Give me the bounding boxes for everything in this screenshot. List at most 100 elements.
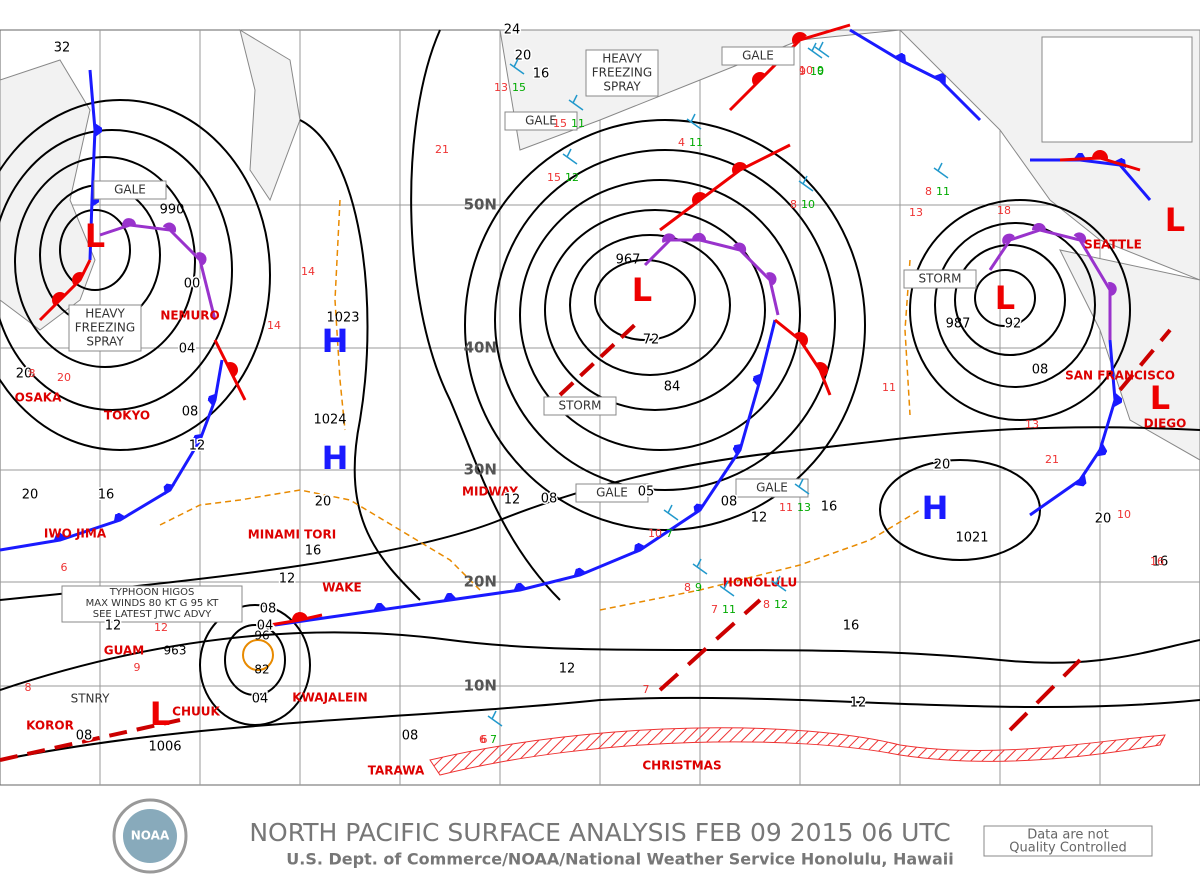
wave-height: 12: [154, 621, 168, 634]
warning: STNRY: [71, 692, 110, 706]
isobar-label: 08: [402, 729, 419, 744]
wave-height: 20: [57, 371, 71, 384]
place-name: OSAKA: [15, 391, 62, 405]
warning: GALE: [93, 180, 167, 200]
wind-barb: [562, 148, 578, 165]
wind-barb: [794, 478, 810, 495]
warning-text: STORM: [558, 399, 601, 413]
place-name: NEMURO: [160, 309, 219, 323]
isobar-label: 20: [515, 49, 532, 64]
wave-height: 10: [1117, 508, 1131, 521]
wind-barb: [798, 175, 814, 192]
warning-box: [585, 49, 659, 97]
isobar-label: 16: [98, 488, 115, 503]
wave-height: 8: [790, 198, 797, 211]
wave-height: 6: [61, 561, 68, 574]
pressure-value: 987: [946, 317, 971, 332]
latitude-label: 30N: [464, 461, 497, 479]
pressure-symbol: L: [632, 271, 652, 309]
place-name: KWAJALEIN: [292, 691, 367, 705]
wave-height: 9: [134, 661, 141, 674]
wave-height: 6: [481, 733, 488, 746]
wave-period: 9: [695, 581, 702, 594]
fronts: [0, 23, 1172, 776]
place-name: WAKE: [322, 581, 361, 595]
isobar-label: 16: [843, 619, 860, 634]
typhoon-text: SEE LATEST JTWC ADVY: [93, 609, 212, 620]
warning-box: [543, 396, 617, 416]
place-name: MINAMI TORI: [248, 528, 336, 542]
wave-period: 10: [801, 198, 815, 211]
warning-text: GALE: [742, 49, 774, 63]
wind-barb: [771, 575, 787, 592]
wave-height: 14: [301, 265, 315, 278]
isobar-label: 72: [643, 333, 660, 348]
warning-box: [575, 483, 649, 503]
wave-period: 11: [722, 603, 736, 616]
isobar-label: 08: [1032, 363, 1049, 378]
wave-height: 15: [547, 171, 561, 184]
pressure-value: 1023: [326, 311, 359, 326]
warning-text: STORM: [918, 272, 961, 286]
pressure-symbol: H: [922, 489, 949, 527]
isobar-label: 04: [179, 342, 196, 357]
typhoon-frame: [61, 585, 243, 623]
isobar-label: 12: [504, 493, 521, 508]
isobar-label: 04: [257, 619, 274, 634]
latitude-label: 10N: [464, 677, 497, 695]
isobar-label: 05: [638, 485, 655, 500]
place-name: GUAM: [104, 644, 144, 658]
place-name: DIEGO: [1144, 417, 1187, 431]
wave-height: 7: [711, 603, 718, 616]
isobar-label: 00: [184, 277, 201, 292]
wave-height: 8: [763, 598, 770, 611]
warning-text: GALE: [114, 183, 146, 197]
wave-height: 21: [435, 143, 449, 156]
pressure-symbol: L: [150, 695, 170, 733]
wave-period: 11: [936, 185, 950, 198]
wave-height: 18: [997, 204, 1011, 217]
isobar-label: 08: [721, 495, 738, 510]
logo-text: NOAA: [131, 829, 170, 843]
isobar-label: 84: [664, 380, 681, 395]
typhoon-symbol: [242, 639, 274, 671]
disclaimer-box: [983, 825, 1153, 857]
isobar-label: 12: [279, 572, 296, 587]
pressure-value: 1024: [313, 413, 346, 428]
pressure-symbol: L: [1165, 201, 1185, 239]
wave-height: 16: [1150, 555, 1164, 568]
isobar-label: 12: [751, 511, 768, 526]
pressure-symbol: H: [322, 322, 349, 360]
wave-height: 13: [909, 206, 923, 219]
warning: STORM: [543, 396, 617, 416]
isobar-label: 08: [76, 729, 93, 744]
place-name: MIDWAY: [462, 485, 518, 499]
wave-height: 13: [494, 81, 508, 94]
typhoon-text: TYPHOON HIGOS: [109, 587, 195, 598]
isobar-label: 12: [105, 619, 122, 634]
latitude-label: 50N: [464, 196, 497, 214]
isobar-label: 08: [541, 492, 558, 507]
wave-height: 7: [643, 683, 650, 696]
wave-period: 11: [689, 136, 703, 149]
isobar-label: 20: [16, 367, 33, 382]
wave-height: 4: [678, 136, 685, 149]
pressure-value: 990: [160, 203, 185, 218]
pressure-value: 967: [616, 253, 641, 268]
pressure-symbol: H: [322, 439, 349, 477]
isobar-label: 16: [1152, 555, 1169, 570]
wind-barb: [807, 42, 823, 59]
wind-barb: [568, 94, 584, 111]
pressure-symbol: L: [995, 279, 1015, 317]
title: NORTH PACIFIC SURFACE ANALYSIS FEB 09 20…: [249, 818, 950, 847]
wave-height: 13: [1025, 418, 1039, 431]
place-name: SEATTLE: [1084, 238, 1142, 252]
wave-period: 13: [797, 501, 811, 514]
isobar-label: 20: [934, 458, 951, 473]
place-name: TARAWA: [368, 764, 425, 778]
isobar-label: 12: [850, 696, 867, 711]
